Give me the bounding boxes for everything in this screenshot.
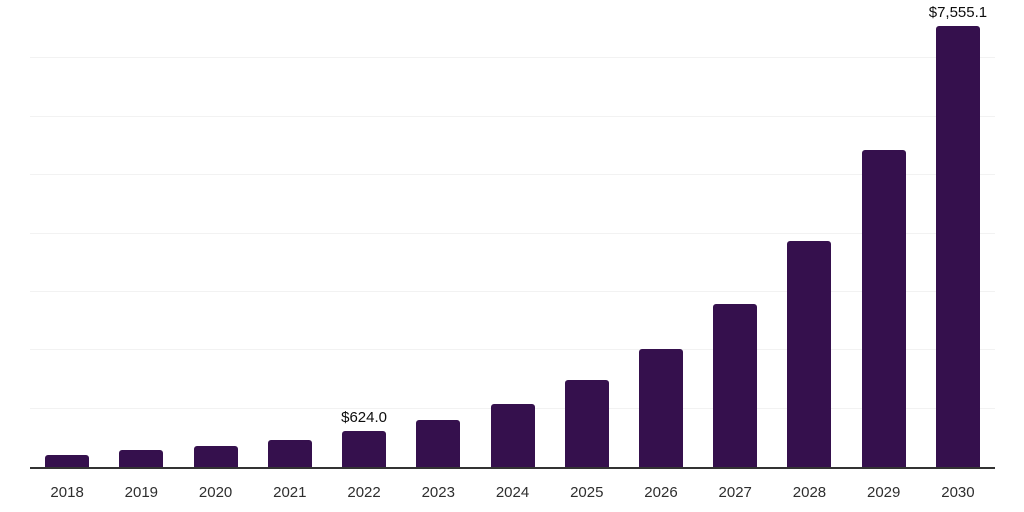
plot-area: $624.0 $7,555.1: [30, 0, 995, 469]
bar-2027: [713, 304, 758, 467]
x-axis-labels: 2018 2019 2020 2021 2022 2023 2024 2025 2026 2027…: [30, 484, 995, 501]
bar-2022: $624.0: [341, 409, 387, 467]
bar-2019: [119, 450, 164, 467]
x-tick-2025: 2025: [570, 484, 604, 501]
bar-2018: [45, 454, 90, 467]
bar-slot-2029: [847, 0, 921, 467]
bar-slot-2020: [178, 0, 252, 467]
bar-slot-2028: [772, 0, 846, 467]
x-tick-2022: 2022: [347, 484, 381, 501]
x-tick-2030: 2030: [941, 484, 975, 501]
x-tick-2024: 2024: [495, 484, 530, 501]
gridline-7000: [30, 57, 995, 59]
bar-slot-2023: [401, 0, 475, 467]
bar-slot-2024: [475, 0, 549, 467]
bar-2023: [416, 419, 461, 467]
bar-2024: [490, 403, 535, 467]
x-tick-2026: 2026: [644, 484, 678, 501]
gridline-6000: [30, 115, 995, 117]
bar-slot-2021: [253, 0, 327, 467]
x-tick-2018: 2018: [50, 484, 84, 501]
value-label-2022: $624.0: [341, 408, 387, 426]
x-tick-2029: 2029: [867, 484, 901, 501]
bar-2026: [638, 348, 683, 467]
bar-slot-2018: [30, 0, 104, 467]
x-tick-2021: 2021: [273, 484, 307, 501]
x-tick-2020: 2020: [198, 484, 233, 501]
gridline-3000: [30, 290, 995, 292]
bar-slot-2022: $624.0: [327, 0, 401, 467]
bar-slot-2030: $7,555.1: [921, 0, 995, 467]
bar-slot-2019: [104, 0, 178, 467]
gridline-4000: [30, 232, 995, 234]
gridline-5000: [30, 174, 995, 176]
x-tick-2027: 2027: [718, 484, 752, 501]
bar-slot-2025: [550, 0, 624, 467]
x-tick-2023: 2023: [421, 484, 455, 501]
bar-2025: [564, 380, 609, 467]
bar-slot-2026: [624, 0, 698, 467]
bar-2030: $7,555.1: [929, 4, 987, 467]
bar-2020: [193, 446, 238, 467]
value-label-2030: $7,555.1: [928, 3, 988, 21]
x-tick-2019: 2019: [124, 484, 159, 501]
bar-2021: [267, 439, 312, 467]
bars-container: $624.0 $7,555.1: [30, 0, 995, 467]
bar-slot-2027: [698, 0, 772, 467]
bar-2029: [861, 150, 906, 467]
bar-2028: [787, 241, 832, 467]
x-tick-2028: 2028: [792, 484, 827, 501]
gridline-2000: [30, 349, 995, 351]
